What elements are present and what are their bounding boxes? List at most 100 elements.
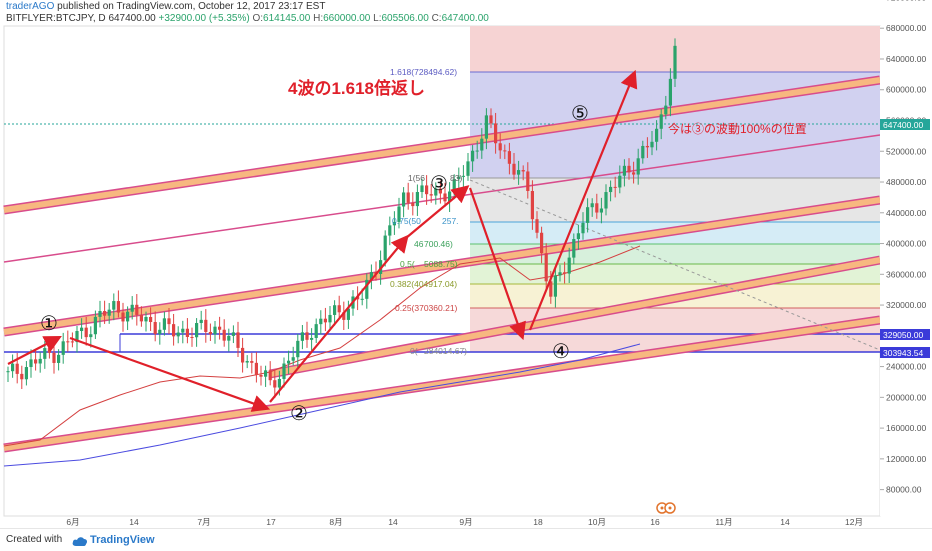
ohlc-line: BITFLYER:BTCJPY, D 647400.00 +32900.00 (…: [6, 13, 489, 24]
candle-body: [369, 272, 373, 280]
candle-body: [241, 347, 245, 363]
candle-body: [425, 185, 429, 195]
candle-body: [181, 328, 185, 333]
candle-body: [567, 257, 571, 274]
candle-body: [489, 115, 493, 124]
candle-body: [673, 45, 677, 79]
candle-body: [517, 170, 521, 175]
candle-body: [494, 123, 498, 144]
candle-body: [66, 341, 70, 343]
candle-body: [24, 367, 28, 380]
candle-body: [227, 335, 231, 341]
wave-labels: ① ② ③ ④ ⑤: [40, 103, 589, 425]
candle-body: [34, 359, 38, 364]
candle-body: [581, 222, 585, 234]
candle-body: [305, 332, 309, 340]
candle-body: [530, 190, 534, 220]
candle-body: [259, 374, 263, 377]
candle-body: [544, 253, 548, 282]
candle-body: [659, 114, 663, 129]
wave-3-label: ③: [430, 173, 448, 195]
candle-body: [328, 314, 332, 323]
time-tick-label: 14: [129, 517, 139, 527]
open-value: 614145.00: [263, 13, 311, 24]
candle-body: [622, 165, 626, 176]
candle-body: [443, 193, 447, 202]
candle-body: [484, 115, 488, 139]
candle-body: [250, 361, 254, 363]
candle-body: [126, 311, 130, 322]
fib-label-0-a: 0(: [410, 346, 418, 356]
candle-body: [29, 359, 33, 368]
tradingview-brand: TradingView: [90, 534, 155, 546]
price-tick-label: 360000.00: [886, 269, 926, 279]
candle-body: [471, 150, 475, 162]
candle-body: [112, 301, 116, 310]
svg-text:647400.00: 647400.00: [883, 120, 923, 130]
wave-2-label: ②: [290, 403, 308, 425]
low-value: 605506.00: [381, 13, 429, 24]
time-tick-label: 11月: [715, 517, 732, 527]
candle-body: [498, 143, 502, 151]
candle-body: [282, 363, 286, 379]
cloud-icon: [72, 537, 88, 546]
price-tick-label: 240000.00: [886, 362, 926, 372]
candle-body: [204, 319, 208, 332]
price-tick-label: 680000.00: [886, 23, 926, 33]
candle-body: [549, 281, 553, 297]
created-with-text: Created with: [6, 534, 63, 545]
candle-body: [613, 186, 617, 188]
candle-body: [20, 373, 24, 380]
price-tick-label: 720000.00: [886, 0, 926, 2]
candle-body: [176, 332, 180, 337]
candle-body: [116, 301, 120, 313]
price-tick-label: 400000.00: [886, 239, 926, 249]
author-name[interactable]: traderAGO: [6, 1, 55, 12]
wave-1-label: ①: [40, 313, 58, 335]
candle-body: [595, 203, 599, 213]
candle-body: [268, 370, 272, 381]
candle-body: [236, 332, 240, 348]
candle-body: [70, 341, 74, 343]
candle-body: [103, 311, 107, 316]
candle-body: [149, 316, 153, 323]
candle-body: [158, 329, 162, 334]
candle-body: [218, 326, 222, 330]
time-tick-label: 9月: [459, 517, 472, 527]
candle-body: [57, 354, 61, 363]
price-tick-label: 520000.00: [886, 146, 926, 156]
candle-body: [47, 348, 51, 353]
footer-bar: Created with TradingView: [0, 528, 932, 551]
wave-arrows: [7, 69, 638, 412]
price-tick-label: 160000.00: [886, 423, 926, 433]
candle-body: [310, 337, 314, 340]
price-tick-label: 200000.00: [886, 392, 926, 402]
candle-body: [43, 348, 47, 359]
close-value: 647400.00: [441, 13, 489, 24]
candle-body: [553, 275, 557, 297]
time-tick-label: 6月: [66, 517, 79, 527]
candle-body: [75, 331, 79, 343]
candle-body: [195, 323, 199, 338]
price-axis[interactable]: [880, 26, 932, 516]
candle-body: [618, 175, 622, 188]
candle-body: [61, 341, 65, 355]
candle-body: [411, 202, 415, 207]
high-value: 660000.00: [323, 13, 371, 24]
tradingview-logo[interactable]: TradingView: [72, 532, 160, 548]
time-tick-label: 17: [266, 517, 276, 527]
candle-body: [337, 305, 341, 313]
fib-label-0618-b: 700.46): [424, 239, 453, 249]
candle-body: [599, 208, 603, 213]
time-tick-label: 16: [650, 517, 660, 527]
candle-body: [415, 192, 419, 207]
candle-body: [563, 272, 567, 274]
candle-body: [333, 305, 337, 315]
candle-body: [650, 141, 654, 148]
candle-body: [135, 304, 139, 315]
candle-body: [167, 318, 171, 325]
candle-body: [645, 145, 649, 148]
event-icon[interactable]: [656, 502, 676, 514]
candle-body: [590, 203, 594, 208]
